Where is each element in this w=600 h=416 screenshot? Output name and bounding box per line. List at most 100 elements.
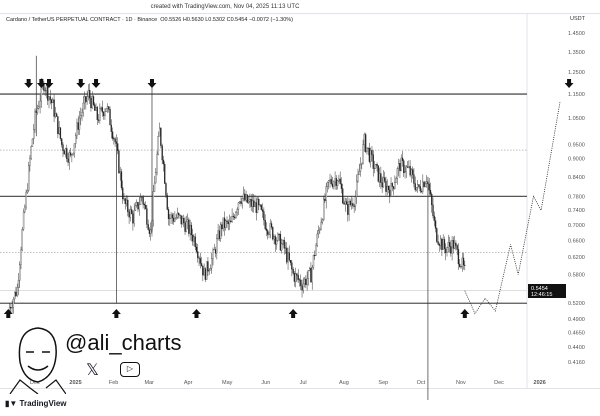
- candle-body: [306, 278, 308, 286]
- candle-body: [320, 222, 322, 230]
- candle-body: [244, 193, 246, 201]
- candle-body: [408, 166, 410, 168]
- up-arrow-icon: [288, 309, 298, 318]
- candle-body: [167, 209, 170, 220]
- candle-body: [38, 106, 40, 109]
- candle-body: [82, 102, 84, 113]
- candle-body: [309, 268, 311, 271]
- candle-body: [14, 291, 16, 300]
- candle-body: [316, 233, 318, 246]
- candle-body: [172, 217, 175, 222]
- candle-body: [445, 248, 447, 253]
- candle-body: [31, 138, 34, 147]
- candle-body: [164, 163, 166, 184]
- candle-body: [357, 174, 359, 182]
- candle-body: [227, 221, 229, 225]
- candle-body: [226, 220, 228, 222]
- candle-body: [269, 223, 271, 235]
- candle-body: [412, 169, 414, 175]
- candle-body: [11, 307, 13, 309]
- candle-body: [73, 143, 76, 154]
- candle-body: [342, 188, 344, 204]
- candle-body: [452, 240, 455, 249]
- y-tick-label: 1.4500: [568, 31, 585, 37]
- candle-body: [366, 147, 368, 152]
- candle-body: [138, 204, 140, 210]
- candle-body: [439, 238, 442, 246]
- candle-body: [47, 85, 49, 101]
- x-tick-label: 2025: [69, 380, 81, 386]
- x-tick-label: 2026: [534, 380, 546, 386]
- candle-body: [53, 99, 55, 117]
- candle-body: [144, 204, 147, 209]
- y-tick-label: 0.9000: [568, 157, 585, 163]
- candle-body: [459, 263, 461, 267]
- candle-body: [321, 219, 324, 223]
- candle-body: [66, 148, 68, 159]
- candle-body: [96, 107, 98, 120]
- candle-body: [27, 165, 30, 191]
- candle-body: [52, 99, 54, 104]
- candle-body: [405, 166, 407, 172]
- candle-body: [307, 270, 310, 279]
- candle-body: [443, 239, 446, 249]
- candle-body: [354, 196, 357, 207]
- candle-body: [95, 107, 97, 111]
- candle-body: [124, 198, 126, 205]
- x-tick-label: Sep: [378, 380, 388, 386]
- price-chart[interactable]: 1.4500 1.3500 1.2500 1.1500 1.0500 0.9500 0.90…: [0, 0, 600, 400]
- candle-body: [178, 212, 180, 216]
- candle-body: [17, 280, 20, 288]
- candle-body: [241, 198, 243, 204]
- candle-body: [237, 202, 240, 210]
- candle-body: [415, 187, 418, 191]
- candle-body: [409, 166, 411, 176]
- candle-body: [347, 204, 349, 215]
- candle-body: [77, 122, 79, 130]
- candle-body: [264, 219, 266, 229]
- candle-body: [261, 209, 264, 212]
- candle-body: [295, 273, 297, 282]
- candle-body: [417, 184, 419, 188]
- candle-body: [118, 150, 120, 174]
- candle-body: [59, 127, 62, 139]
- symbol-name: Cardano / TetherUS PERPETUAL CONTRACT · …: [6, 17, 158, 23]
- candle-body: [67, 158, 69, 163]
- candle-body: [391, 183, 393, 187]
- candle-body: [188, 219, 190, 234]
- x-tick-label: Dec: [30, 380, 40, 386]
- candle-body: [87, 89, 90, 97]
- candle-body: [170, 214, 172, 219]
- projection-path: [464, 100, 561, 315]
- candle-body: [324, 198, 326, 201]
- down-arrow-icon: [36, 79, 46, 88]
- tradingview-logo: ▮▼ TradingView: [5, 399, 67, 408]
- candle-body: [198, 257, 200, 259]
- candle-body: [212, 249, 214, 259]
- candle-body: [123, 198, 125, 200]
- candle-body: [330, 179, 332, 184]
- candle-body: [115, 141, 118, 144]
- candle-body: [372, 154, 374, 169]
- candle-body: [353, 205, 355, 207]
- candle-body: [256, 199, 259, 213]
- candle-body: [358, 171, 360, 175]
- candle-body: [239, 201, 241, 203]
- y-tick-label: 0.4900: [568, 317, 585, 323]
- chart-frame: [0, 13, 600, 389]
- y-tick-label: 1.0500: [568, 116, 585, 122]
- candle-body: [455, 242, 457, 246]
- candle-body: [263, 211, 265, 221]
- candle-body: [114, 138, 116, 142]
- candle-body: [110, 124, 112, 132]
- candle-body: [69, 152, 72, 156]
- candle-body: [429, 190, 432, 195]
- candle-body: [386, 185, 388, 192]
- candle-body: [184, 222, 186, 232]
- candle-body: [373, 168, 376, 170]
- candle-body: [268, 234, 270, 235]
- candle-body: [218, 230, 221, 239]
- y-tick-label: 0.5200: [568, 301, 585, 307]
- candle-body: [139, 197, 142, 205]
- candle-body: [174, 217, 176, 222]
